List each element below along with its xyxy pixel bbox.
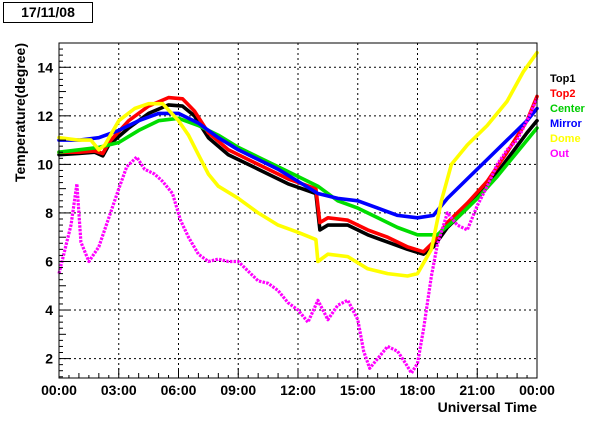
tick-labels: 00:00 03:00 06:00 09:00 12:00 15:00 18:00 21:00…	[37, 59, 555, 398]
legend-label-out: Out	[550, 148, 569, 160]
x-axis-title: Universal Time	[438, 399, 538, 415]
x-tick-label: 09:00	[220, 382, 256, 398]
y-axis-title: Temperature(degree)	[12, 43, 28, 182]
legend-label-top2: Top2	[550, 88, 575, 100]
x-tick-label: 03:00	[101, 382, 137, 398]
x-tick-label: 21:00	[459, 382, 495, 398]
y-tick-label: 10	[37, 156, 53, 172]
x-tick-label: 00:00	[519, 382, 555, 398]
x-tick-label: 18:00	[400, 382, 436, 398]
y-tick-label: 4	[45, 302, 53, 318]
x-tick-label: 15:00	[340, 382, 376, 398]
y-tick-label: 8	[45, 205, 53, 221]
date-label: 17/11/08	[3, 2, 93, 23]
series-lines	[57, 50, 539, 375]
legend-label-dome: Dome	[550, 133, 581, 145]
y-tick-label: 6	[45, 253, 53, 269]
x-tick-label: 12:00	[280, 382, 316, 398]
x-tick-label: 06:00	[161, 382, 197, 398]
legend-label-top1: Top1	[550, 73, 575, 85]
y-tick-label: 14	[37, 59, 53, 75]
legend-label-center: Center	[550, 103, 586, 115]
legend: Top1 Top2 Center Mirror Dome Out	[550, 73, 586, 160]
axis-ticks	[58, 42, 538, 378]
series-line-center	[57, 116, 539, 237]
y-tick-label: 12	[37, 108, 53, 124]
series-line-mirror	[57, 106, 539, 220]
y-tick-label: 2	[45, 351, 53, 367]
x-tick-label: 00:00	[41, 382, 77, 398]
series-line-dome	[57, 50, 539, 278]
series-line-out	[57, 98, 539, 375]
legend-label-mirror: Mirror	[550, 118, 583, 130]
